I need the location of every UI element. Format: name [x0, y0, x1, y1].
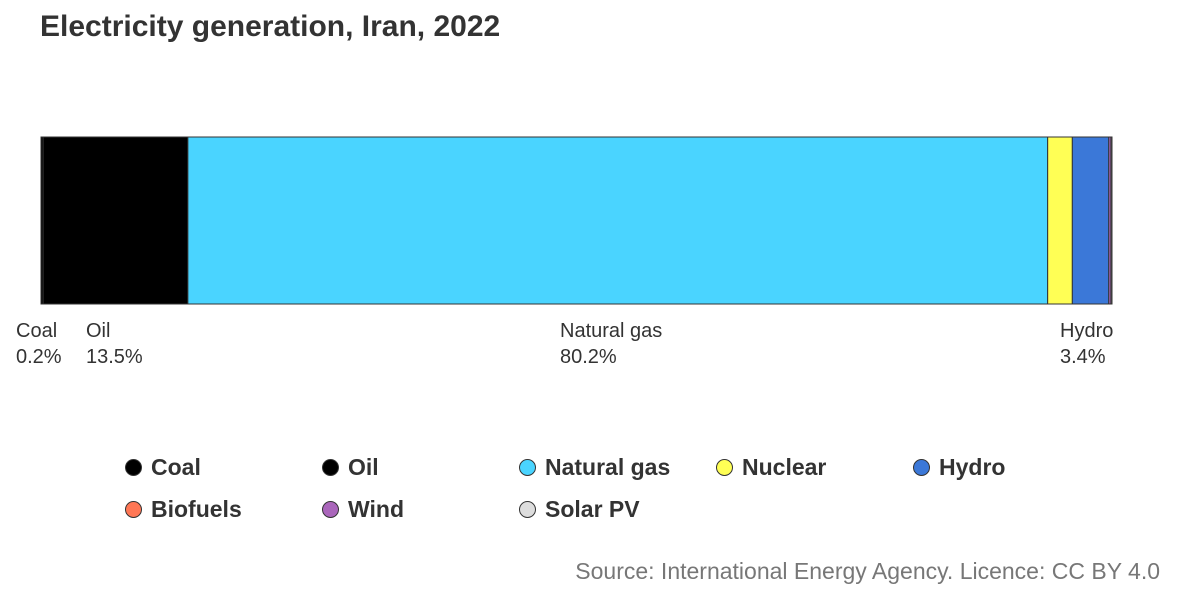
legend-label-biofuels: Biofuels [151, 495, 242, 522]
legend-item-solar-pv: Solar PV [519, 496, 716, 523]
legend-swatch-coal [125, 458, 142, 476]
legend-swatch-wind [322, 500, 339, 518]
segment-label-natural-gas: Natural gas [560, 320, 662, 342]
legend-label-coal: Coal [151, 453, 201, 480]
legend-item-biofuels: Biofuels [125, 496, 322, 523]
legend-swatch-natural-gas [519, 458, 536, 476]
legend-swatch-nuclear [716, 458, 733, 476]
segment-value-hydro: 3.4% [1060, 346, 1106, 368]
segment-label-hydro: Hydro [1060, 320, 1113, 342]
segment-value-natural-gas: 80.2% [560, 346, 617, 368]
legend-item-hydro: Hydro [913, 454, 1110, 481]
chart-title: Electricity generation, Iran, 2022 [40, 10, 501, 43]
segment-label-oil: Oil [86, 320, 110, 342]
legend-item-coal: Coal [125, 454, 322, 481]
legend-item-natural-gas: Natural gas [519, 454, 716, 481]
legend-swatch-solar-pv [519, 500, 536, 518]
legend-item-wind: Wind [322, 496, 519, 523]
legend-label-wind: Wind [348, 495, 404, 522]
stacked-bar-chart: Coal 0.2% Oil 13.5% Natural gas 80.2% Hydro 3.4… [16, 136, 1113, 368]
legend-swatch-oil [322, 458, 339, 476]
legend-label-hydro: Hydro [939, 453, 1006, 480]
legend: Coal Oil Natural gas Nuclear Hydro Biofu… [125, 446, 1125, 530]
bar-segment-nuclear [1047, 136, 1073, 305]
bar-segment-natural-gas [187, 136, 1049, 305]
legend-label-natural-gas: Natural gas [545, 453, 671, 480]
legend-row: Coal Oil Natural gas Nuclear Hydro [125, 446, 1125, 488]
source-note: Source: International Energy Agency. Lic… [575, 558, 1160, 584]
bar-segment-solar-pv [1110, 136, 1113, 305]
legend-label-solar-pv: Solar PV [545, 495, 640, 522]
segment-label-coal: Coal [16, 320, 57, 342]
legend-item-nuclear: Nuclear [716, 454, 913, 481]
segment-value-oil: 13.5% [86, 346, 143, 368]
legend-label-nuclear: Nuclear [742, 453, 827, 480]
legend-item-oil: Oil [322, 454, 519, 481]
legend-swatch-biofuels [125, 500, 142, 518]
legend-row: Biofuels Wind Solar PV [125, 488, 1125, 530]
legend-swatch-hydro [913, 458, 930, 476]
bar-segment-hydro [1071, 136, 1110, 305]
segment-value-coal: 0.2% [16, 346, 62, 368]
legend-label-oil: Oil [348, 453, 379, 480]
bar-segment-oil [42, 136, 189, 305]
